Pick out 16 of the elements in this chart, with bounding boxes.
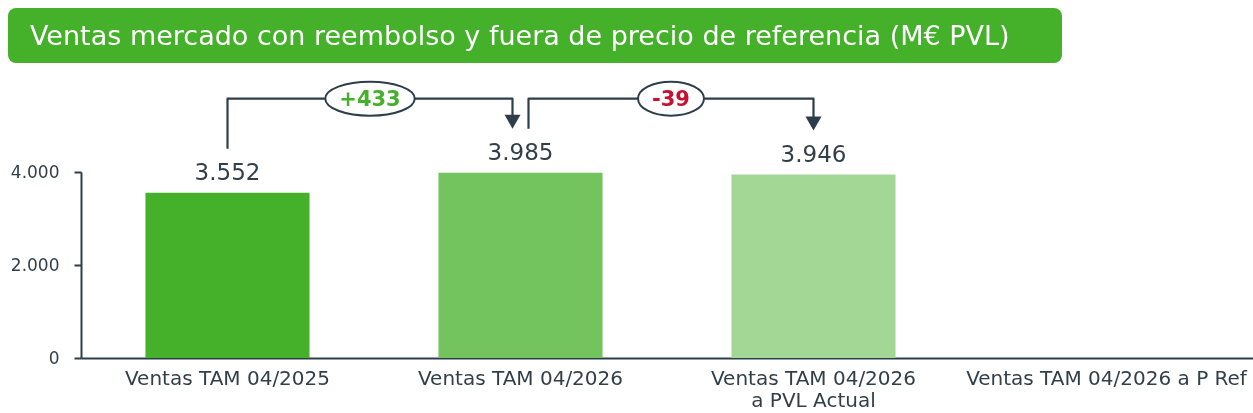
- chart-title: Ventas mercado con reembolso y fuera de precio de referencia (M€ PVL): [30, 19, 1010, 53]
- text: +433: [339, 87, 401, 112]
- y-tick-label: 2.000: [10, 254, 60, 275]
- y-tick-label: 4.000: [10, 161, 60, 182]
- x-tick-label: Ventas TAM 04/2026 a PVL Actual: [710, 365, 917, 412]
- x-tick-label: Ventas TAM 04/2025: [124, 365, 331, 390]
- data-label: 3.552: [194, 158, 261, 185]
- x-tick-label: Ventas TAM 04/2026: [417, 365, 624, 390]
- bar: [731, 174, 896, 358]
- text: -39: [652, 87, 690, 112]
- bar: [145, 192, 310, 358]
- data-label: 3.946: [780, 140, 847, 167]
- y-tick-label: 0: [48, 347, 60, 368]
- bar: [438, 172, 603, 358]
- x-tick-label: Ventas TAM 04/2026 a P Ref: [966, 365, 1248, 390]
- data-label: 3.985: [487, 138, 554, 165]
